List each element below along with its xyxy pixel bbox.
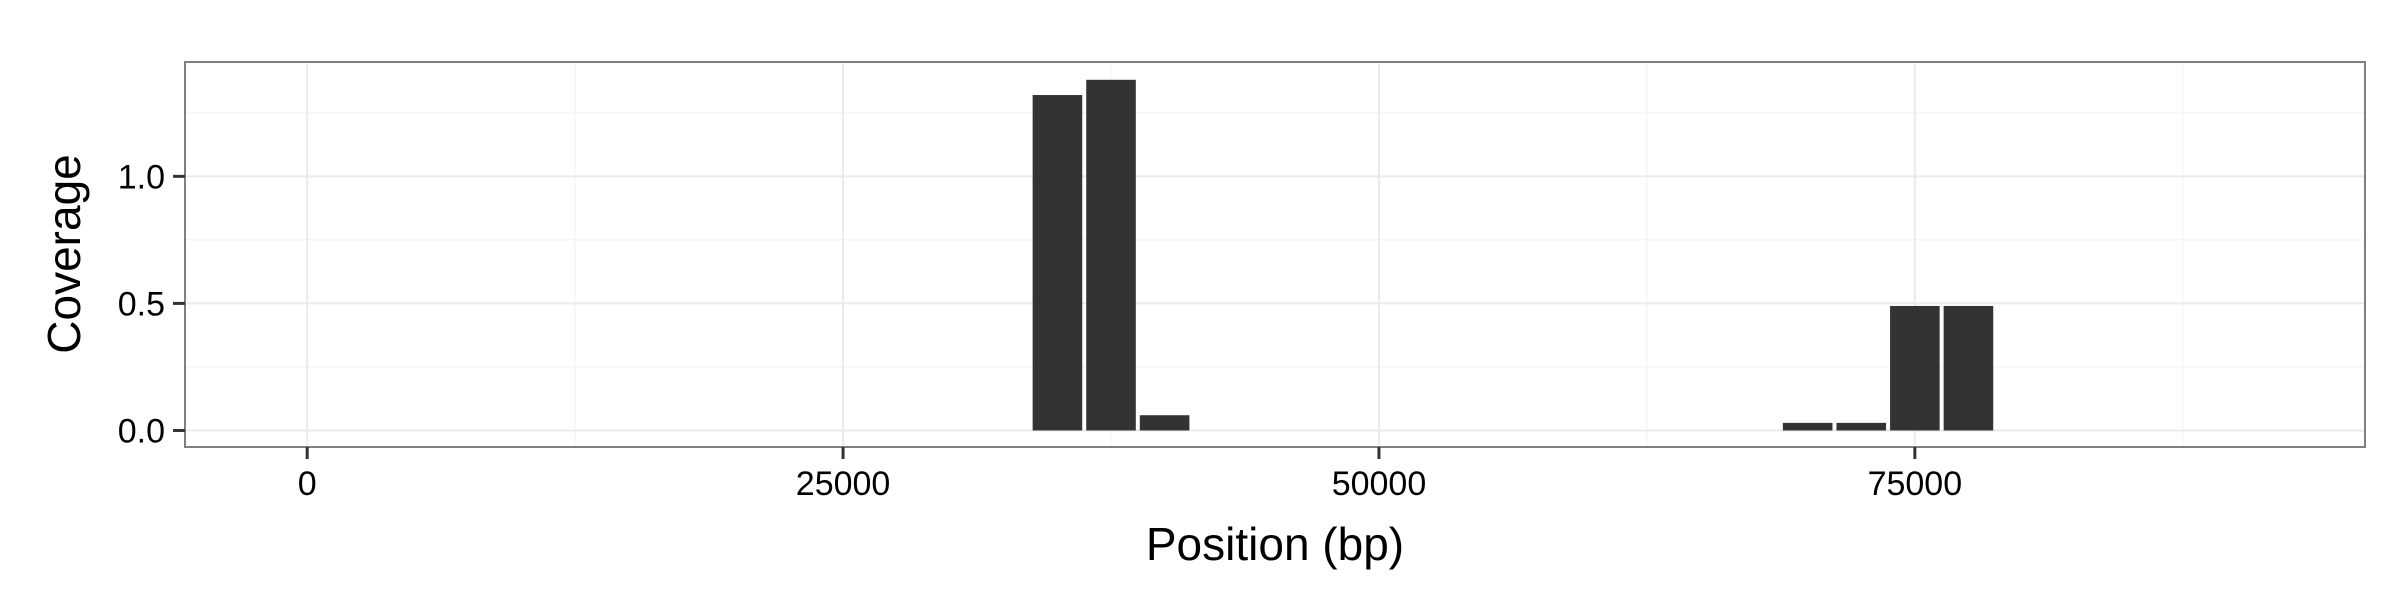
x-axis-ticks: 0 25000 50000 75000: [298, 447, 1962, 503]
y-tick-label: 0.0: [118, 412, 165, 450]
minor-gridlines: [185, 62, 2365, 447]
y-tick-label: 1.0: [118, 158, 165, 196]
bar: [1032, 95, 1083, 431]
x-tick-label: 75000: [1868, 465, 1963, 503]
bars: [1032, 79, 1994, 431]
x-tick-label: 50000: [1332, 465, 1427, 503]
x-axis-title: Position (bp): [1146, 518, 1404, 570]
y-axis-title: Coverage: [38, 154, 90, 353]
bar: [1782, 422, 1833, 431]
bar: [1139, 415, 1190, 431]
bar: [1943, 305, 1994, 431]
bar: [1836, 422, 1887, 431]
major-gridlines: [185, 62, 2365, 447]
plot-panel: [185, 62, 2365, 447]
x-tick-label: 25000: [796, 465, 891, 503]
y-axis-ticks: 0.0 0.5 1.0: [118, 158, 185, 450]
bar: [1890, 305, 1940, 431]
x-tick-label: 0: [298, 465, 317, 503]
y-tick-label: 0.5: [118, 285, 165, 323]
plot-border: [184, 61, 2366, 448]
bar: [1086, 79, 1136, 431]
